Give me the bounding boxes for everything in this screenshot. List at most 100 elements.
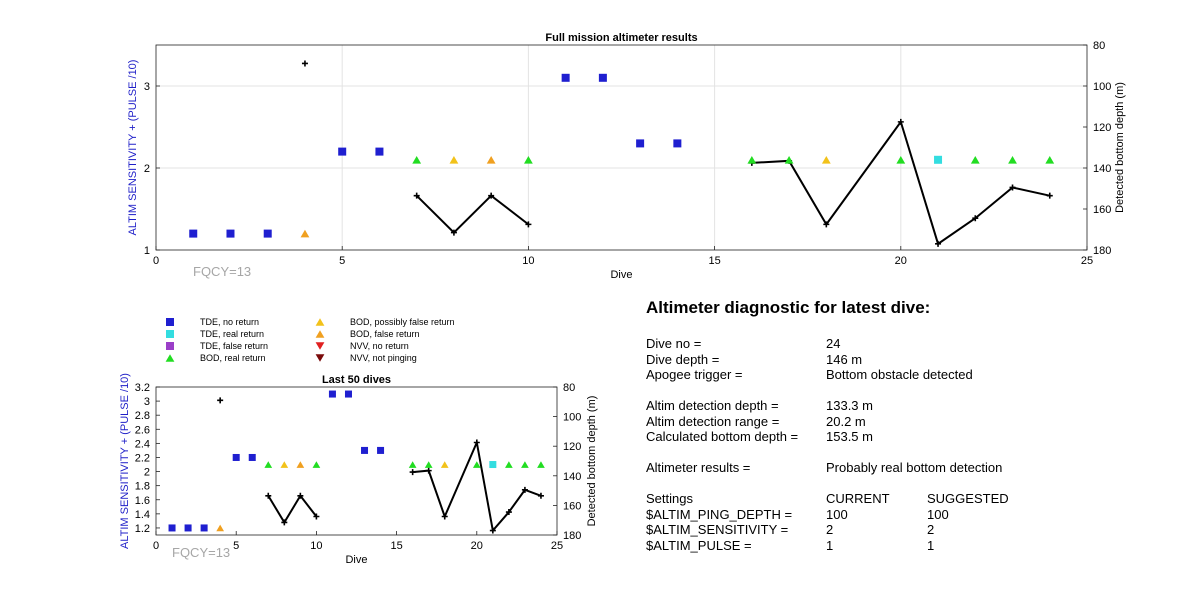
legend-item-label: TDE, no return: [200, 317, 259, 327]
chart1-x-tick-label: 20: [895, 255, 907, 267]
legend-item-label: NVV, no return: [350, 341, 409, 351]
chart2-y2-tick-label: 180: [563, 530, 581, 542]
chart2-title: Last 50 dives: [322, 374, 391, 386]
chart2-x-tick-label: 20: [471, 540, 483, 552]
chart1-y2-tick-label: 160: [1093, 204, 1111, 216]
chart2-y-tick-label: 2.6: [135, 424, 150, 436]
legend-nvv-not-pinging-marker: [315, 354, 325, 362]
ping-depth-row: $ALTIM_PING_DEPTH = 100 100: [646, 507, 1166, 523]
chart2-bod-real-return-marker: [264, 461, 273, 468]
chart1-x-axis-label: Dive: [610, 269, 632, 281]
chart1-depth-point: [413, 192, 420, 199]
legend-bod-real-return-marker: [165, 354, 175, 362]
chart1-depth-point: [935, 240, 942, 247]
chart2-depth-point: [217, 397, 224, 404]
chart2-tde-no-return-marker: [377, 446, 385, 454]
chart2-depth-point: [521, 486, 528, 493]
chart1-x-tick-label: 5: [339, 255, 345, 267]
sensitivity-suggested: 2: [927, 522, 935, 537]
pulse-label: $ALTIM_PULSE =: [646, 537, 752, 553]
diagnostic-panel: Altimeter diagnostic for latest dive: Di…: [646, 298, 1166, 553]
chart1-bod-real-return-marker: [1008, 156, 1017, 164]
chart2-tde-no-return-marker: [200, 524, 208, 532]
chart2-y-tick-label: 2.4: [135, 438, 150, 450]
chart1-bod-possibly-false-return-marker: [449, 156, 459, 164]
chart1-y2-tick-label: 100: [1093, 81, 1111, 93]
legend-nvv-no-return-marker: [315, 342, 325, 350]
chart1-tde-no-return-marker: [561, 73, 570, 82]
chart2-depth-point: [409, 469, 416, 476]
chart2-depth-line: [412, 439, 542, 533]
apogee-label: Apogee trigger =: [646, 367, 743, 382]
dive-no-row: Dive no = 24: [646, 336, 1166, 352]
calc-depth-label: Calculated bottom depth =: [646, 429, 799, 444]
chart1-depth-point: [1009, 184, 1016, 191]
chart2-y-tick-label: 1.8: [135, 481, 150, 493]
chart1-y-tick-label: 2: [144, 163, 150, 175]
chart2-bod-possibly-false-return-marker: [440, 461, 449, 468]
chart2-tde-no-return-marker: [344, 390, 352, 398]
chart1-y2-axis-label: Detected bottom depth (m): [1114, 82, 1126, 213]
chart2-depth-point: [441, 513, 448, 520]
chart1-tde-real-return-marker: [934, 155, 943, 164]
chart1-tde-no-return-marker: [263, 229, 272, 238]
chart2-bod-false-return-marker: [296, 461, 305, 468]
calc-depth-value: 153.5 m: [826, 429, 873, 444]
chart1-bod-real-return-marker: [784, 156, 794, 164]
legend-bod-possibly-false-return-marker: [315, 318, 325, 326]
sensitivity-row: $ALTIM_SENSITIVITY = 2 2: [646, 522, 1166, 538]
dive-depth-value: 146 m: [826, 351, 863, 367]
chart1-x-tick-label: 15: [708, 255, 720, 267]
diagnostic-title: Altimeter diagnostic for latest dive:: [646, 298, 931, 317]
chart1-depth-point: [488, 192, 495, 199]
chart2-depth-point: [425, 467, 432, 474]
chart1-tde-no-return-marker: [598, 73, 607, 82]
chart2-y-tick-label: 1.2: [135, 523, 150, 535]
legend-bod-false-return-marker: [315, 330, 325, 338]
chart1-y2-tick-label: 180: [1093, 245, 1111, 257]
pulse-current: 1: [826, 537, 834, 553]
chart1-y2-tick-label: 80: [1093, 40, 1105, 52]
chart2-bod-real-return-marker: [505, 461, 513, 468]
chart2-tde-no-return-marker: [168, 524, 176, 532]
chart1-depth-point: [450, 229, 457, 236]
chart2-tde-no-return-marker: [248, 453, 256, 461]
legend-tde-real-return-marker: [166, 330, 174, 338]
chart1-x-tick-label: 10: [522, 255, 534, 267]
chart2-y2-tick-label: 80: [563, 382, 575, 394]
legend-item-label: TDE, real return: [200, 329, 264, 339]
legend-item-label: TDE, false return: [200, 341, 268, 351]
chart1-bod-possibly-false-return-marker: [821, 156, 831, 164]
chart2-y-tick-label: 3: [144, 396, 150, 408]
altim-depth-row: Altim detection depth = 133.3 m: [646, 398, 1166, 414]
chart2-depth-point: [281, 519, 288, 526]
legend-item-label: BOD, false return: [350, 329, 420, 339]
chart1-x-tick-label: 0: [153, 255, 159, 267]
chart2-y2-tick-label: 160: [563, 500, 581, 512]
chart2-x-tick-label: 0: [153, 540, 159, 552]
ping-depth-suggested: 100: [927, 506, 949, 522]
legend-tde-false-return-marker: [166, 342, 174, 350]
results-label: Altimeter results =: [646, 460, 751, 475]
ping-depth-label: $ALTIM_PING_DEPTH =: [646, 506, 793, 522]
chart1-tde-no-return-marker: [673, 139, 682, 148]
chart2-y2-tick-label: 140: [563, 471, 581, 483]
chart2-depth-point: [489, 527, 496, 534]
chart2-y-tick-label: 2: [144, 467, 150, 479]
pulse-suggested: 1: [927, 537, 935, 553]
chart1-title: Full mission altimeter results: [545, 32, 697, 44]
chart2-x-tick-label: 25: [551, 540, 563, 552]
chart1-bod-real-return-marker: [747, 156, 757, 164]
dive-depth-label: Dive depth =: [646, 351, 720, 367]
chart2-x-tick-label: 10: [310, 540, 322, 552]
chart2-x-tick-label: 5: [233, 540, 239, 552]
sensitivity-current: 2: [826, 522, 834, 537]
chart2-bod-real-return-marker: [472, 461, 481, 468]
ping-depth-current: 100: [826, 506, 848, 522]
chart1-x-tick-label: 25: [1081, 255, 1093, 267]
chart2-axes-box: [155, 386, 558, 536]
chart2-tde-no-return-marker: [232, 453, 240, 461]
altim-range-row: Altim detection range = 20.2 m: [646, 414, 1166, 430]
chart1-tde-no-return-marker: [636, 139, 645, 148]
